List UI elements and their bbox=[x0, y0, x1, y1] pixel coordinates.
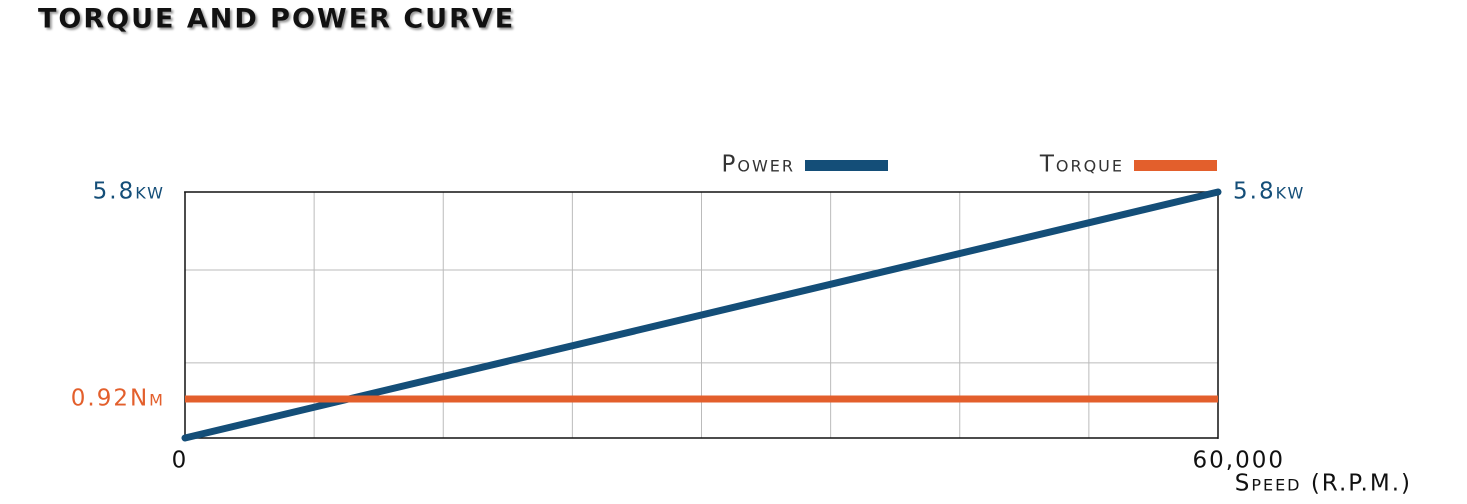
x-axis-label: Speed (R.P.M.) bbox=[1235, 471, 1412, 497]
value-label: 5.8kw bbox=[1233, 179, 1305, 205]
chart-title: TORQUE AND POWER CURVE bbox=[38, 4, 515, 35]
value-label: 0.92Nm bbox=[71, 385, 165, 411]
legend-swatch bbox=[1134, 160, 1217, 171]
legend-label: Power bbox=[721, 152, 795, 178]
x-tick-label: 0 bbox=[172, 448, 189, 474]
y-tick-label: 5.8kw bbox=[93, 179, 165, 205]
x-tick-label: 60,000 bbox=[1193, 448, 1285, 474]
legend-label: Torque bbox=[1039, 152, 1124, 178]
plot-frame bbox=[184, 191, 1219, 439]
legend-swatch bbox=[805, 160, 888, 171]
